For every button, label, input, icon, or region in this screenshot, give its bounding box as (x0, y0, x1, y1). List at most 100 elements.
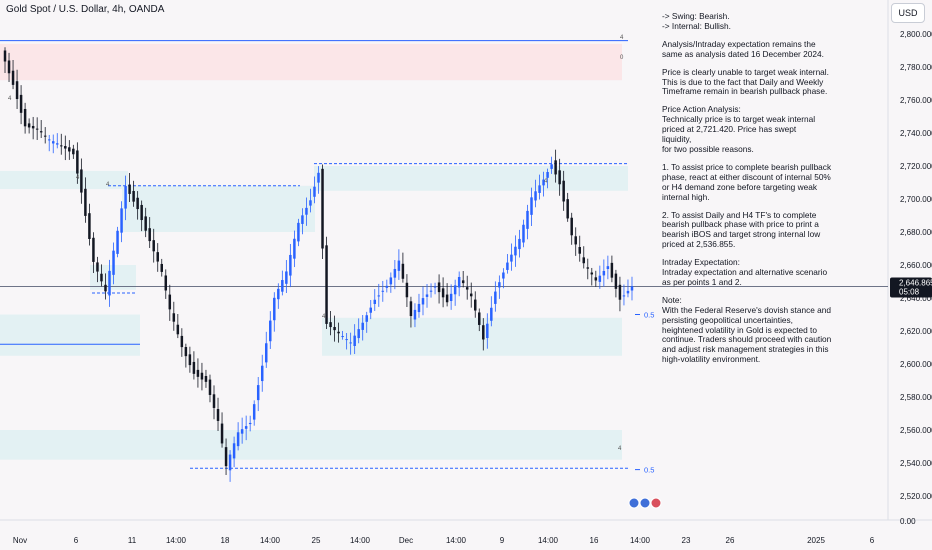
candle-body (273, 297, 276, 321)
x-tick-label: 14:00 (166, 536, 187, 545)
candle-body (469, 293, 473, 297)
candle-body (224, 447, 228, 467)
symbol-title: Gold Spot / U.S. Dollar, 4h, OANDA (6, 4, 165, 15)
candle-body (369, 307, 372, 313)
candle-body (333, 326, 336, 331)
candle-body (425, 294, 429, 297)
candle-body (240, 429, 244, 434)
candle-body (630, 286, 634, 291)
candle-body (156, 252, 159, 262)
candle-body (449, 293, 453, 302)
candle-body (522, 224, 525, 243)
candle-body (473, 299, 477, 311)
paragraph-note: Note: With the Federal Reserve's dovish … (662, 294, 832, 365)
candle-body (15, 81, 19, 100)
y-tick-label: 2,700.000 (900, 195, 932, 204)
x-tick-label: 11 (128, 536, 137, 545)
candle-body (68, 147, 71, 152)
zone-marker-digit: 4 (76, 175, 80, 181)
y-tick-label: 2,540.000 (900, 459, 932, 468)
candle-body (160, 263, 164, 272)
candle-body (260, 365, 264, 382)
candle-body (7, 60, 11, 74)
x-tick-label: 14:00 (260, 536, 281, 545)
candle-body (558, 170, 561, 185)
demand-zone-7 (0, 430, 622, 460)
candle-body (51, 141, 55, 144)
candle-body (180, 335, 184, 348)
candle-body (317, 172, 320, 183)
countdown-value: 05:08 (899, 287, 920, 296)
candle-body (417, 303, 421, 313)
x-tick-label: 2025 (807, 536, 825, 545)
candle-body (389, 277, 393, 285)
candle-body (192, 361, 196, 374)
candle-body (281, 280, 284, 292)
zone-marker-digit: 4 (618, 446, 622, 452)
x-tick-label: Nov (13, 536, 27, 545)
candle-body (27, 123, 31, 128)
candle-body (445, 294, 449, 303)
x-tick-label: 6 (74, 536, 79, 545)
candle-body (72, 148, 75, 155)
candle-body (486, 323, 489, 339)
candle-body (345, 339, 348, 341)
candle-body (325, 245, 328, 324)
y-tick-label: 2,520.000 (900, 492, 932, 501)
candle-body (19, 94, 23, 113)
candle-body (461, 280, 465, 284)
candle-body (437, 282, 441, 293)
paragraph-weak-internal: Price is clearly unable to target weak i… (662, 66, 829, 97)
candle-body (349, 342, 352, 344)
candle-body (3, 50, 7, 62)
candle-body (289, 254, 292, 276)
candle-body (80, 169, 83, 193)
candle-body (478, 312, 481, 325)
x-tick-label: 14:00 (446, 536, 467, 545)
zone-marker-digit: 4 (322, 314, 326, 320)
candle-body (538, 185, 541, 193)
candle-body (530, 197, 533, 215)
zone-marker-digit: 4 (544, 179, 548, 185)
x-tick-label: 14:00 (630, 536, 651, 545)
candle-body (409, 301, 413, 317)
candle-body (526, 210, 529, 229)
candle-body (397, 260, 401, 271)
y-tick-label: 2,760.000 (900, 96, 932, 105)
currency-selector-button[interactable]: USD (891, 3, 925, 23)
candle-body (92, 237, 95, 262)
candle-body (196, 369, 200, 377)
candle-body (204, 376, 208, 382)
y-tick-label: 2,580.000 (900, 393, 932, 402)
candles-group (3, 47, 634, 482)
demand-zone-2 (122, 185, 315, 232)
candle-body (570, 217, 573, 236)
candle-body (622, 295, 626, 297)
candle-body (56, 143, 59, 145)
candle-body (265, 343, 268, 363)
candle-body (502, 272, 505, 279)
candle-body (337, 331, 340, 334)
candle-body (172, 313, 176, 322)
event-flag-icon (650, 497, 662, 509)
candle-body (365, 315, 368, 322)
candle-body (421, 298, 425, 305)
candle-body (490, 307, 493, 321)
candle-body (614, 273, 618, 289)
candle-body (277, 288, 280, 300)
candle-body (361, 322, 364, 330)
candle-body (518, 238, 521, 250)
paragraph-point-2: 2. To assist Daily and H4 TF's to comple… (662, 209, 821, 250)
candle-body (188, 354, 192, 366)
y-tick-label: 2,780.000 (900, 63, 932, 72)
candle-body (610, 262, 614, 278)
candle-body (498, 282, 501, 288)
zone-marker-digit: 4 (620, 35, 624, 41)
candle-body (220, 423, 224, 444)
event-flag-icon (639, 497, 651, 509)
candle-body (457, 276, 461, 288)
candle-body (208, 379, 212, 395)
candle-body (269, 320, 272, 342)
candle-body (116, 230, 119, 254)
